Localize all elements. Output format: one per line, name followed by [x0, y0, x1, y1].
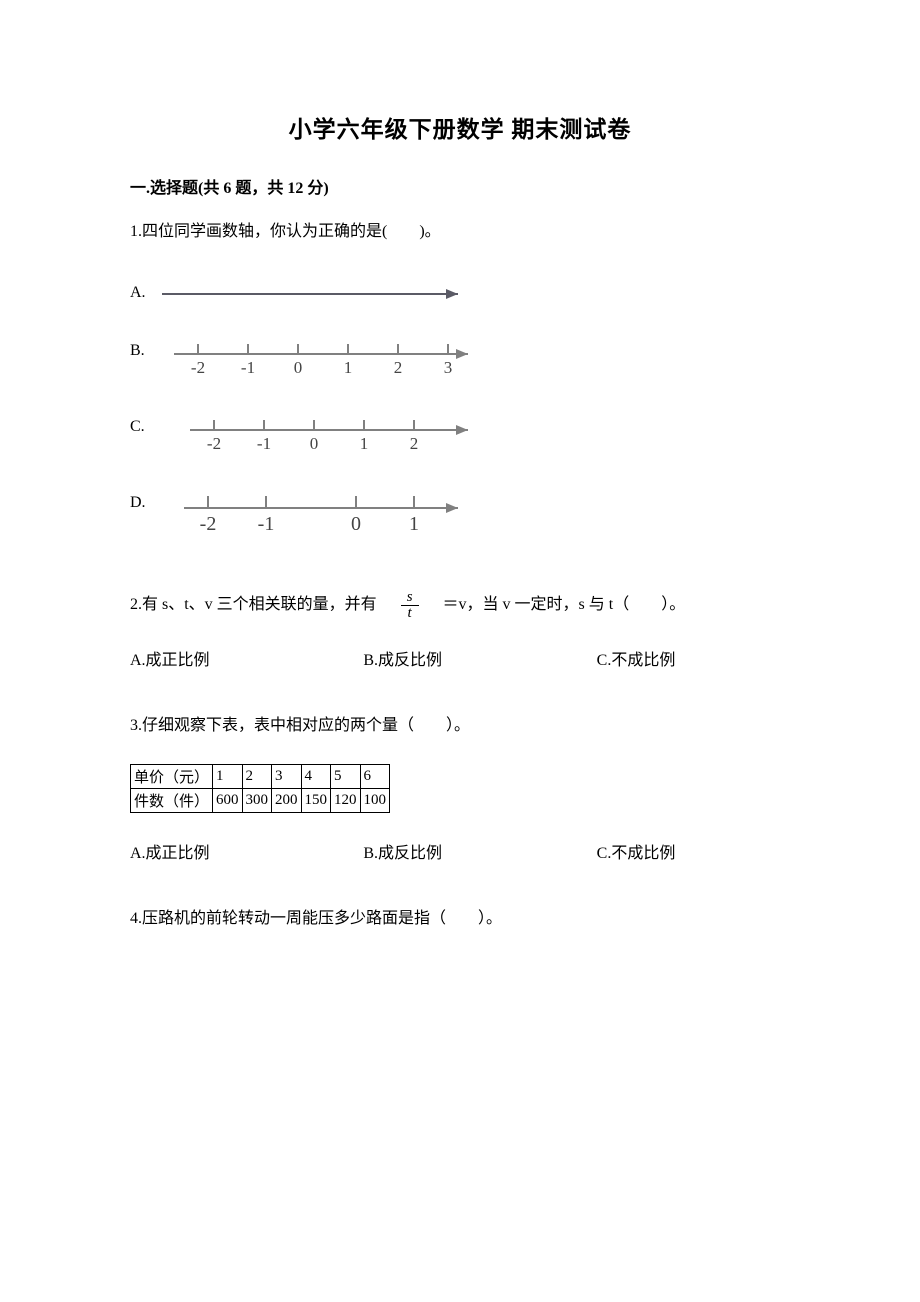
q1-text: 1.四位同学画数轴，你认为正确的是( )。	[130, 216, 790, 248]
q3-cell: 4	[301, 765, 331, 789]
svg-text:1: 1	[344, 358, 353, 377]
q2-option-b: B.成反比例	[323, 646, 556, 670]
svg-text:0: 0	[351, 513, 361, 535]
q2-fraction: s t	[401, 590, 419, 621]
q2-frac-den: t	[401, 606, 419, 621]
q1-option-a-label: A.	[130, 270, 158, 302]
q1-option-d-label: D.	[130, 490, 158, 512]
page-title: 小学六年级下册数学 期末测试卷	[130, 110, 790, 144]
q3-option-c: C.不成比例	[557, 839, 790, 863]
section-1-heading: 一.选择题(共 6 题，共 12 分)	[130, 174, 790, 198]
q2-option-c: C.不成比例	[557, 646, 790, 670]
q2-text-post: ＝v，当 v 一定时，s 与 t（ ）。	[427, 596, 686, 613]
svg-text:-1: -1	[257, 434, 271, 453]
table-row: 单价（元） 1 2 3 4 5 6	[131, 765, 390, 789]
q3-cell: 200	[272, 789, 302, 813]
q3-cell: 150	[301, 789, 331, 813]
q1-option-d-figure: -2 -1 0 1	[158, 490, 790, 538]
q2-options: A.成正比例 B.成反比例 C.不成比例	[130, 646, 790, 670]
table-row: 件数（件） 600 300 200 150 120 100	[131, 789, 390, 813]
svg-text:1: 1	[360, 434, 369, 453]
q3-row2-label: 件数（件）	[131, 789, 213, 813]
svg-text:2: 2	[394, 358, 403, 377]
page: 小学六年级下册数学 期末测试卷 一.选择题(共 6 题，共 12 分) 1.四位…	[0, 0, 920, 1302]
q1-option-d: D. -2 -1 0 1	[130, 490, 790, 538]
q2-text: 2.有 s、t、v 三个相关联的量，并有 s t ＝v，当 v 一定时，s 与 …	[130, 586, 790, 624]
q3-cell: 5	[331, 765, 361, 789]
q1-option-a-figure	[158, 270, 790, 306]
svg-text:0: 0	[310, 434, 319, 453]
q3-cell: 1	[213, 765, 243, 789]
q3-option-b: B.成反比例	[323, 839, 556, 863]
svg-text:-1: -1	[241, 358, 255, 377]
q3-cell: 300	[242, 789, 272, 813]
q3-cell: 2	[242, 765, 272, 789]
q3-text: 3.仔细观察下表，表中相对应的两个量（ ）。	[130, 710, 790, 742]
q2-text-pre: 2.有 s、t、v 三个相关联的量，并有	[130, 596, 393, 613]
q3-cell: 3	[272, 765, 302, 789]
q3-row1-label: 单价（元）	[131, 765, 213, 789]
svg-text:2: 2	[410, 434, 419, 453]
q1-option-c-figure: -2 -1 0 1 2	[158, 414, 790, 458]
q3-cell: 120	[331, 789, 361, 813]
svg-text:0: 0	[294, 358, 303, 377]
svg-text:-2: -2	[200, 513, 217, 535]
q1-option-b-figure: -2 -1 0 1 2 3	[158, 338, 790, 382]
q3-options: A.成正比例 B.成反比例 C.不成比例	[130, 839, 790, 863]
q3-cell: 6	[360, 765, 390, 789]
svg-text:3: 3	[444, 358, 453, 377]
q3-cell: 600	[213, 789, 243, 813]
q2-frac-num: s	[401, 590, 419, 606]
q3-option-a: A.成正比例	[130, 839, 323, 863]
q3-cell: 100	[360, 789, 390, 813]
svg-text:1: 1	[409, 513, 419, 535]
q2-option-a: A.成正比例	[130, 646, 323, 670]
svg-text:-2: -2	[191, 358, 205, 377]
svg-text:-2: -2	[207, 434, 221, 453]
q1-option-b: B. -2 -1 0 1 2 3	[130, 338, 790, 382]
q4-text: 4.压路机的前轮转动一周能压多少路面是指（ ）。	[130, 903, 790, 935]
q1-option-a: A.	[130, 270, 790, 306]
q1-option-c-label: C.	[130, 414, 158, 436]
q1-option-b-label: B.	[130, 338, 158, 360]
q1-option-c: C. -2 -1 0 1 2	[130, 414, 790, 458]
q3-table: 单价（元） 1 2 3 4 5 6 件数（件） 600 300 200 150 …	[130, 764, 390, 813]
svg-text:-1: -1	[258, 513, 275, 535]
